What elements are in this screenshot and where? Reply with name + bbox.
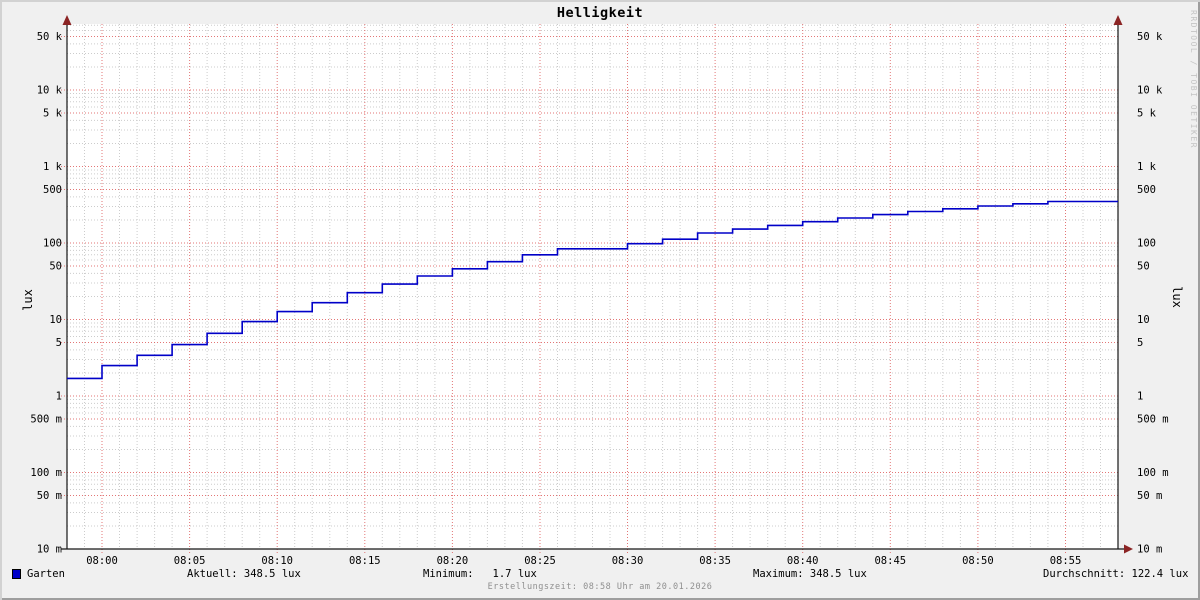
svg-text:08:10: 08:10: [261, 555, 293, 567]
stat-durchschnitt: Durchschnitt: 122.4 lux: [1043, 568, 1189, 580]
svg-text:10: 10: [49, 314, 62, 326]
svg-text:10 k: 10 k: [1137, 85, 1163, 97]
svg-text:50 k: 50 k: [1137, 31, 1163, 43]
y-axis-label-right: lux: [1170, 286, 1184, 308]
svg-text:08:25: 08:25: [524, 555, 556, 567]
svg-text:50 m: 50 m: [37, 490, 62, 502]
svg-text:5: 5: [56, 337, 62, 349]
svg-text:08:05: 08:05: [174, 555, 206, 567]
svg-text:10 m: 10 m: [37, 544, 62, 556]
series-line-garten: [67, 200, 1118, 380]
svg-text:08:15: 08:15: [349, 555, 381, 567]
svg-text:500 m: 500 m: [1137, 414, 1169, 426]
svg-text:10: 10: [1137, 314, 1150, 326]
page-title: Helligkeit: [556, 5, 644, 21]
stat-aktuell: Aktuell: 348.5 lux: [187, 568, 301, 580]
stat-maximum: Maximum: 348.5 lux: [753, 568, 867, 580]
creation-time-text: Erstellungszeit: 08:58 Uhr am 20.01.2026: [487, 582, 713, 592]
rrdtool-watermark: RRDTOOL / TOBI OETIKER: [1189, 10, 1198, 149]
svg-text:100: 100: [43, 238, 62, 250]
svg-text:1 k: 1 k: [1137, 161, 1157, 173]
svg-text:100 m: 100 m: [30, 467, 62, 479]
svg-text:08:00: 08:00: [86, 555, 118, 567]
stat-minimum: Minimum: 1.7 lux: [423, 568, 537, 580]
svg-text:50 k: 50 k: [37, 31, 63, 43]
svg-text:100: 100: [1137, 238, 1156, 250]
legend-color-swatch: [12, 569, 21, 579]
svg-text:500: 500: [43, 184, 62, 196]
svg-text:10 k: 10 k: [37, 85, 63, 97]
svg-text:08:30: 08:30: [612, 555, 644, 567]
svg-text:08:20: 08:20: [437, 555, 469, 567]
major-gridlines: [61, 24, 1118, 553]
svg-text:1 k: 1 k: [43, 161, 63, 173]
svg-text:100 m: 100 m: [1137, 467, 1169, 479]
svg-text:08:45: 08:45: [874, 555, 906, 567]
svg-text:08:40: 08:40: [787, 555, 819, 567]
svg-text:08:50: 08:50: [962, 555, 994, 567]
svg-text:1: 1: [1137, 391, 1143, 403]
svg-text:08:55: 08:55: [1050, 555, 1082, 567]
svg-text:5: 5: [1137, 337, 1143, 349]
y-axis-label-left: lux: [21, 289, 35, 311]
svg-text:500: 500: [1137, 184, 1156, 196]
svg-text:10 m: 10 m: [1137, 544, 1162, 556]
axis-arrows: [62, 15, 1133, 554]
svg-text:5 k: 5 k: [1137, 108, 1157, 120]
minor-gridlines: [67, 24, 1118, 549]
svg-text:08:35: 08:35: [699, 555, 731, 567]
svg-text:50: 50: [1137, 261, 1150, 273]
svg-text:5 k: 5 k: [43, 108, 63, 120]
svg-text:1: 1: [56, 391, 62, 403]
legend-series-label: Garten: [27, 568, 65, 580]
svg-text:500 m: 500 m: [30, 414, 62, 426]
svg-text:50: 50: [49, 261, 62, 273]
axes: [61, 21, 1126, 550]
svg-text:50 m: 50 m: [1137, 490, 1162, 502]
